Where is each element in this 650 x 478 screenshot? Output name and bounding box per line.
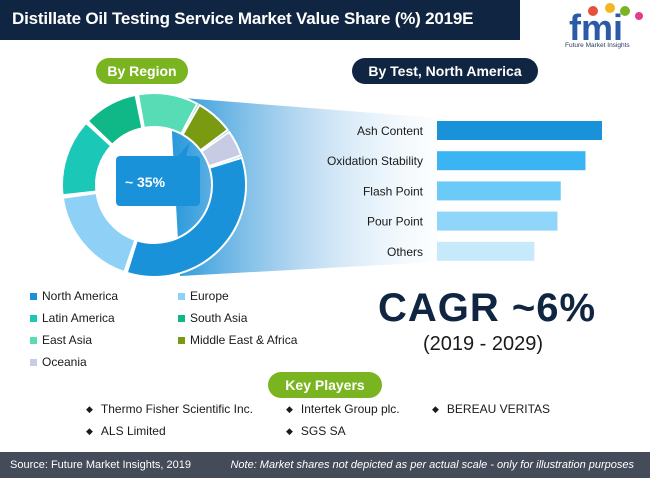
legend-label: Europe (190, 289, 229, 303)
legend-label: South Asia (190, 311, 248, 325)
callout-bubble: ~ 35% (116, 142, 200, 206)
key-player-item: ◆ SGS SA (286, 424, 346, 438)
fmi-logo: fmi (569, 3, 643, 48)
legend-item-middle-east-africa: Middle East & Africa (178, 333, 297, 347)
logo-dot-green (620, 6, 630, 16)
logo-tagline: Future Market Insights (565, 42, 630, 49)
bar-pour-point (437, 211, 558, 231)
legend-item-south-asia: South Asia (178, 311, 247, 325)
diamond-bullet-icon: ◆ (432, 403, 439, 414)
callout-value: ~ 35% (125, 174, 166, 190)
legend-label: Middle East & Africa (190, 333, 298, 347)
donut-slice-middle-east-africa (181, 103, 230, 152)
footer-note: Note: Market shares not depicted as per … (230, 459, 634, 471)
bar-ash-content (437, 121, 602, 140)
bar-label: Oxidation Stability (327, 154, 423, 168)
donut-slice-latin-america (61, 121, 113, 197)
legend-swatch (30, 358, 37, 366)
legend-item-europe: Europe (178, 289, 229, 303)
region-legend: North America Europe Latin America South… (30, 289, 330, 373)
key-player-name: BEREAU VERITAS (446, 402, 551, 416)
key-player-item: ◆ BEREAU VERITAS (432, 402, 550, 416)
logo-dot-pink (635, 12, 643, 20)
logo-dot-red (588, 6, 598, 16)
key-player-item: ◆ Thermo Fisher Scientific Inc. (86, 402, 253, 416)
legend-label: Latin America (42, 311, 115, 325)
region-heading: By Region (96, 58, 188, 84)
cagr-block: CAGR ~6% (2019 - 2029) (378, 286, 597, 356)
legend-item-north-america: North America (30, 289, 118, 303)
test-heading: By Test, North America (352, 58, 538, 84)
donut-slice-europe (61, 191, 137, 274)
legend-label: Oceania (42, 355, 87, 369)
legend-label: North America (42, 289, 119, 303)
bar-label: Others (387, 245, 423, 259)
diamond-bullet-icon: ◆ (86, 403, 93, 414)
legend-swatch (30, 336, 37, 344)
legend-item-oceania: Oceania (30, 355, 87, 369)
test-bar-chart: Ash Content Oxidation Stability Flash Poin… (327, 121, 602, 261)
key-players-heading: Key Players (268, 372, 382, 398)
bar-others (437, 241, 535, 261)
legend-swatch (178, 336, 185, 344)
donut-slice-south-asia (86, 93, 144, 147)
page-title: Distillate Oil Testing Service Market Va… (12, 9, 474, 28)
footer-source: Source: Future Market Insights, 2019 (10, 459, 191, 471)
key-players-list: ◆ Thermo Fisher Scientific Inc. ◆ Intertek… (0, 400, 650, 444)
legend-item-east-asia: East Asia (30, 333, 92, 347)
diamond-bullet-icon: ◆ (86, 425, 93, 436)
donut-slice-north-america (125, 156, 247, 278)
key-player-name: ALS Limited (100, 424, 166, 438)
legend-label: East Asia (42, 333, 93, 347)
legend-swatch (178, 292, 185, 300)
title-bar: Distillate Oil Testing Service Market Va… (0, 0, 520, 40)
bar-flash-point (437, 181, 561, 201)
bar-label: Pour Point (367, 215, 424, 229)
key-player-name: Thermo Fisher Scientific Inc. (100, 402, 253, 416)
key-player-name: Intertek Group plc. (300, 402, 400, 416)
connector-fan (170, 97, 438, 276)
legend-swatch (30, 292, 37, 300)
region-donut (61, 92, 247, 278)
connector-fan-shape (170, 97, 438, 276)
key-player-name: SGS SA (300, 424, 346, 438)
legend-swatch (178, 314, 185, 322)
legend-swatch (30, 314, 37, 322)
cagr-value: CAGR ~6% (378, 286, 597, 330)
logo-dot-yellow (605, 3, 615, 13)
cagr-period: (2019 - 2029) (422, 333, 544, 355)
diamond-bullet-icon: ◆ (286, 425, 293, 436)
key-player-item: ◆ ALS Limited (86, 424, 166, 438)
diamond-bullet-icon: ◆ (286, 403, 293, 414)
legend-item-latin-america: Latin America (30, 311, 115, 325)
donut-slice-east-asia (136, 92, 199, 136)
key-player-item: ◆ Intertek Group plc. (286, 402, 400, 416)
bar-label: Ash Content (357, 124, 424, 138)
bar-label: Flash Point (363, 184, 424, 198)
bar-oxidation-stability (437, 151, 586, 171)
footer-bar: Source: Future Market Insights, 2019 Not… (0, 452, 650, 478)
donut-slice-oceania (200, 130, 243, 168)
